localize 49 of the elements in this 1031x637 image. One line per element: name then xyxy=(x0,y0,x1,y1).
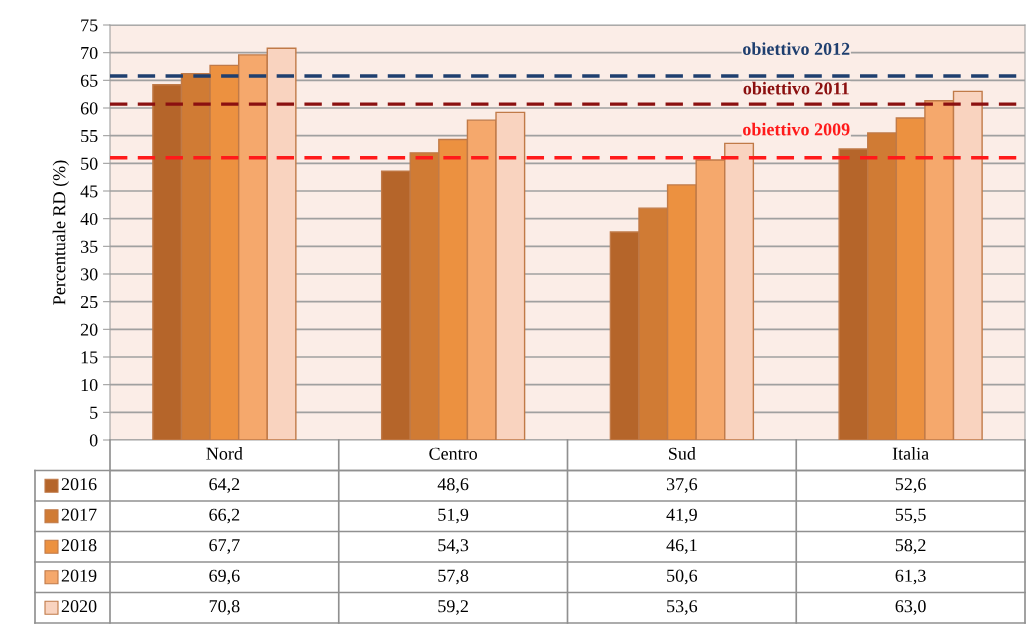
data-label: 59,2 xyxy=(438,600,468,615)
ref-line-label: obiettivo 2009 xyxy=(743,122,850,136)
y-tick-label: 20 xyxy=(80,323,98,336)
x-tick-label: Italia xyxy=(892,447,929,460)
data-label: 64,2 xyxy=(209,478,240,493)
data-label: 57,8 xyxy=(438,569,469,585)
ref-line-label: obiettivo 2012 xyxy=(743,42,850,55)
legend-label: 2019 xyxy=(61,569,97,582)
data-label: 58,2 xyxy=(895,539,926,554)
data-label: 50,6 xyxy=(667,569,698,585)
data-label: 69,6 xyxy=(209,569,240,585)
data-label: 61,3 xyxy=(895,569,926,585)
y-tick-label: 35 xyxy=(81,240,98,253)
data-label: 67,7 xyxy=(209,539,240,554)
data-label: 52,6 xyxy=(895,478,926,493)
legend-label: 2017 xyxy=(61,508,97,521)
data-label: 48,6 xyxy=(437,478,469,493)
data-label: 55,5 xyxy=(895,508,926,524)
y-tick-label: 70 xyxy=(81,46,98,60)
y-tick-label: 75 xyxy=(81,19,98,32)
y-tick-label: 40 xyxy=(80,212,98,226)
y-tick-label: 45 xyxy=(80,185,98,198)
legend-label: 2016 xyxy=(61,478,97,491)
y-tick-label: 25 xyxy=(80,295,98,309)
y-tick-label: 60 xyxy=(80,102,98,115)
y-tick-label: 10 xyxy=(81,378,98,392)
data-label: 63,0 xyxy=(895,600,926,615)
y-axis-title: Percentuale RD (%) xyxy=(52,160,70,305)
data-label: 54,3 xyxy=(438,539,469,554)
data-label: 70,8 xyxy=(209,600,240,615)
y-tick-label: 5 xyxy=(90,406,98,419)
y-tick-label: 15 xyxy=(81,351,98,364)
data-label: 46,1 xyxy=(666,539,697,554)
data-label: 53,6 xyxy=(667,600,698,615)
data-label: 41,9 xyxy=(666,508,697,524)
x-tick-label: Sud xyxy=(669,447,696,460)
y-tick-label: 30 xyxy=(81,268,98,281)
data-label: 37,6 xyxy=(666,478,698,493)
data-label: 66,2 xyxy=(209,508,240,524)
y-tick-label: 0 xyxy=(89,434,98,447)
legend-label: 2020 xyxy=(61,600,97,613)
x-tick-label: Centro xyxy=(429,447,478,460)
y-tick-label: 65 xyxy=(80,74,98,87)
x-tick-label: Nord xyxy=(206,447,243,460)
legend-label: 2018 xyxy=(61,539,97,552)
y-tick-label: 50 xyxy=(81,157,98,170)
data-label: 51,9 xyxy=(438,508,469,524)
y-tick-label: 55 xyxy=(81,130,98,143)
ref-line-label: obiettivo 2011 xyxy=(743,81,849,95)
